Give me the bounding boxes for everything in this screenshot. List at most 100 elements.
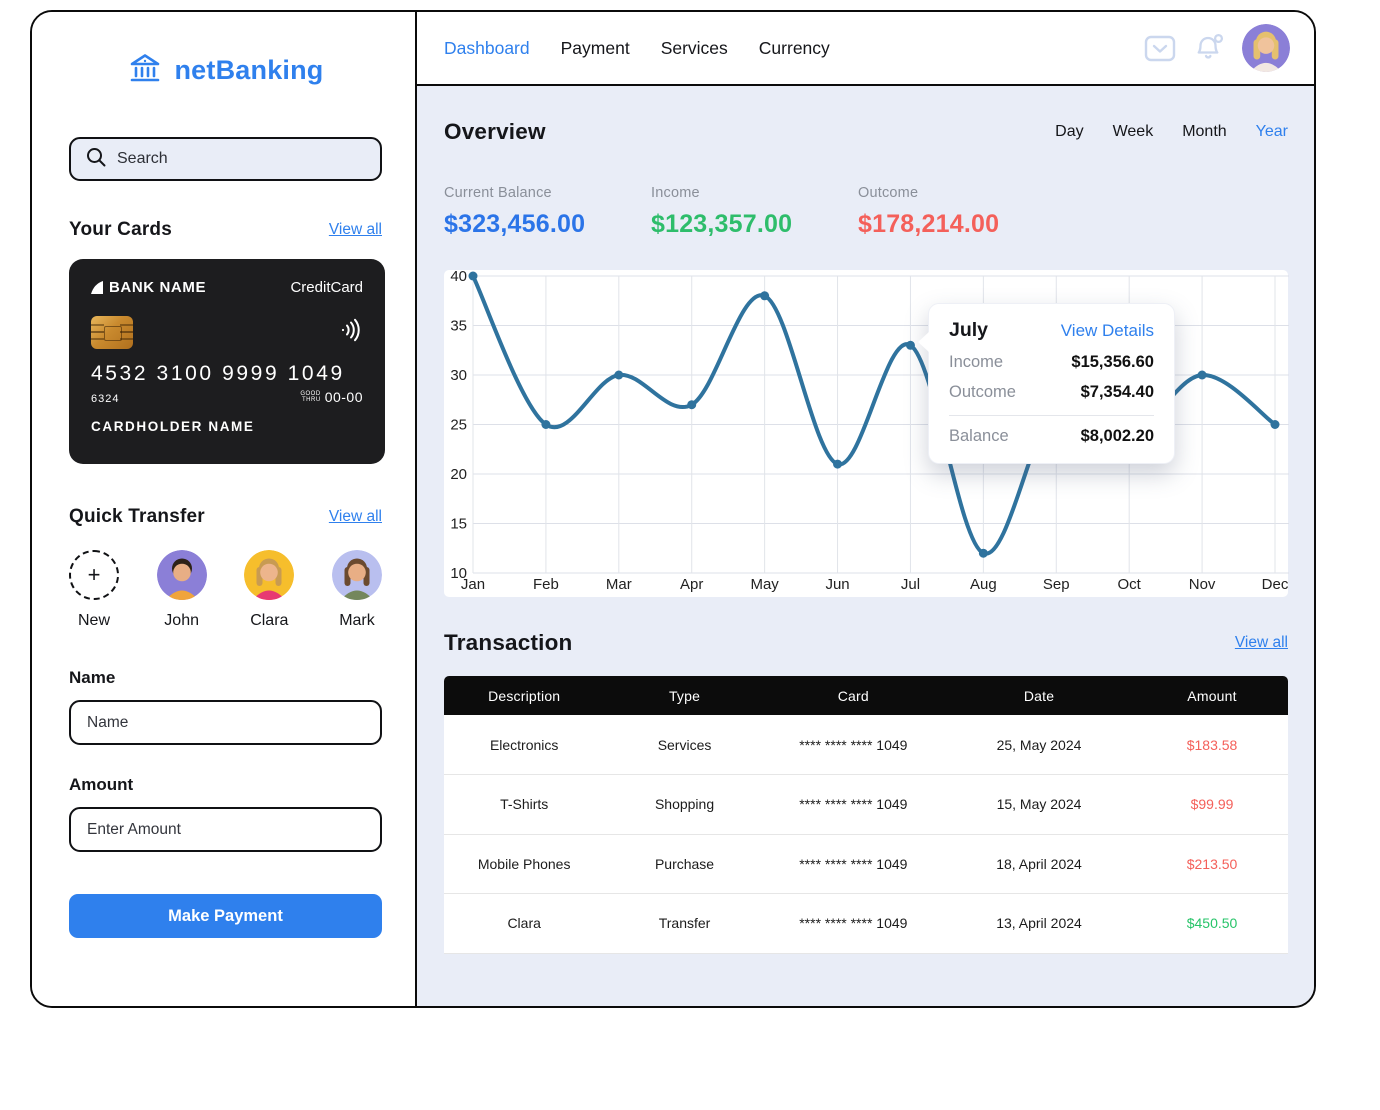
svg-text:30: 30 [450,367,467,384]
avatar [244,550,295,600]
sidebar: netBanking Your Cards View all BANK NAME [32,12,417,1006]
svg-text:Feb: Feb [533,576,559,593]
transaction-title: Transaction [444,630,573,655]
overview-stats: Current Balance $323,456.00 Income $123,… [444,185,1288,239]
svg-text:Mar: Mar [606,576,632,593]
card-cell: **** **** **** 1049 [799,855,908,872]
table-row[interactable]: T-Shirts Shopping **** **** **** 1049 15, M… [444,774,1288,834]
card-chip-icon [91,316,133,349]
svg-text:Aug: Aug [970,576,997,593]
quick-transfer-contacts: + New John [69,550,382,630]
svg-text:Dec: Dec [1262,576,1289,593]
contactless-icon [337,317,363,348]
app-window: netBanking Your Cards View all BANK NAME [30,10,1316,1008]
svg-text:Apr: Apr [680,576,703,593]
stat-outcome: Outcome $178,214.00 [858,185,1000,238]
period-tabs: Day Week Month Year [1055,123,1288,141]
svg-text:20: 20 [450,466,467,483]
column-header: Type [668,687,701,704]
svg-text:Jun: Jun [825,576,849,593]
svg-text:Oct: Oct [1118,576,1142,593]
card-valid-thru: GOOD THRU 00-00 [300,389,363,405]
svg-text:Jan: Jan [461,576,485,593]
balance-chart-panel: 10 15 20 25 30 35 40 Jan Feb Mar Apr May Jun Jul Aug Se… [444,270,1289,597]
contact-john[interactable]: John [156,550,207,630]
contact-clara[interactable]: Clara [244,550,295,630]
date-cell: 25, May 2024 [996,736,1082,753]
column-header: Amount [1187,687,1237,704]
table-row[interactable]: Clara Transfer **** **** **** 1049 13, Apri… [444,893,1288,953]
svg-text:Nov: Nov [1189,576,1216,593]
card-cell: **** **** **** 1049 [799,736,908,753]
transaction-table-body: Electronics Services **** **** **** 1049 25… [444,715,1288,953]
description-cell: Clara [507,915,541,932]
card-holder-name: CARDHOLDER NAME [91,419,255,434]
card-number: 4532 3100 9999 1049 [91,362,345,385]
description-cell: Electronics [489,736,559,753]
nav-item-dashboard[interactable]: Dashboard [444,37,530,58]
name-field[interactable] [69,700,382,745]
contact-mark[interactable]: Mark [331,550,382,630]
quick-transfer-view-all-link[interactable]: View all [328,508,382,525]
type-cell: Transfer [658,915,711,932]
transaction-table-head-row: Description Type Card Date Amount [444,676,1288,715]
table-row[interactable]: Mobile Phones Purchase **** **** **** 1049… [444,834,1288,894]
search-icon [85,146,107,173]
nav-item-services[interactable]: Services [660,37,728,58]
tooltip-income-value: $15,356.60 [1071,353,1154,371]
card-cell: **** **** **** 1049 [799,796,908,813]
name-field-label: Name [69,668,116,687]
credit-card: BANK NAME CreditCard 4532 3100 9999 1049 [69,259,385,464]
make-payment-button[interactable]: Make Payment [69,894,382,938]
svg-text:35: 35 [450,318,467,335]
main-nav: Dashboard Payment Services Currency [444,38,830,59]
search-box[interactable] [69,137,382,181]
dashboard-content: Overview Day Week Month Year Current Bal… [417,86,1314,1006]
table-row[interactable]: Electronics Services **** **** **** 1049 25… [444,715,1288,775]
svg-text:40: 40 [450,270,467,285]
card-cell: **** **** **** 1049 [799,915,908,932]
amount-cell: $450.50 [1186,915,1238,932]
add-icon: + [69,550,119,600]
bell-icon[interactable] [1194,33,1224,63]
amount-cell: $183.58 [1186,736,1238,753]
date-cell: 13, April 2024 [996,915,1082,932]
period-tab-year[interactable]: Year [1255,123,1288,140]
avatar [331,550,382,600]
your-cards-view-all-link[interactable]: View all [328,221,382,238]
card-brand: CreditCard [290,279,363,296]
svg-text:Sep: Sep [1043,576,1070,593]
user-avatar[interactable] [1242,24,1290,72]
transaction-table: Description Type Card Date Amount Electronic… [444,676,1288,954]
app-logo: netBanking [69,50,382,91]
nav-item-currency[interactable]: Currency [758,37,830,58]
period-tab-day[interactable]: Day [1055,123,1084,140]
card-code: 6324 [91,393,120,405]
description-cell: Mobile Phones [477,855,571,872]
period-tab-month[interactable]: Month [1182,123,1227,140]
add-contact-button[interactable]: + New [69,550,119,630]
tooltip-divider [949,415,1154,416]
view-details-link[interactable]: View Details [1060,320,1154,340]
tooltip-outcome-value: $7,354.40 [1080,383,1154,401]
main-panel: Dashboard Payment Services Currency [417,12,1314,1006]
description-cell: T-Shirts [500,796,549,813]
bank-icon [127,50,163,91]
transaction-view-all-link[interactable]: View all [1234,634,1288,651]
column-header: Card [837,687,869,704]
date-cell: 18, April 2024 [996,855,1082,872]
column-header: Description [488,687,561,704]
tooltip-income-label: Income [949,353,1004,371]
amount-cell: $99.99 [1190,796,1234,813]
amount-field[interactable] [69,807,382,852]
stat-income: Income $123,357.00 [651,185,793,238]
avatar [156,550,207,600]
nav-item-payment[interactable]: Payment [560,37,630,58]
amount-field-label: Amount [69,775,134,794]
search-input[interactable] [117,150,366,168]
period-tab-week[interactable]: Week [1112,123,1154,140]
tooltip-balance-label: Balance [949,427,1009,445]
type-cell: Shopping [654,796,715,813]
mail-icon[interactable] [1144,35,1176,62]
svg-text:15: 15 [450,516,467,533]
